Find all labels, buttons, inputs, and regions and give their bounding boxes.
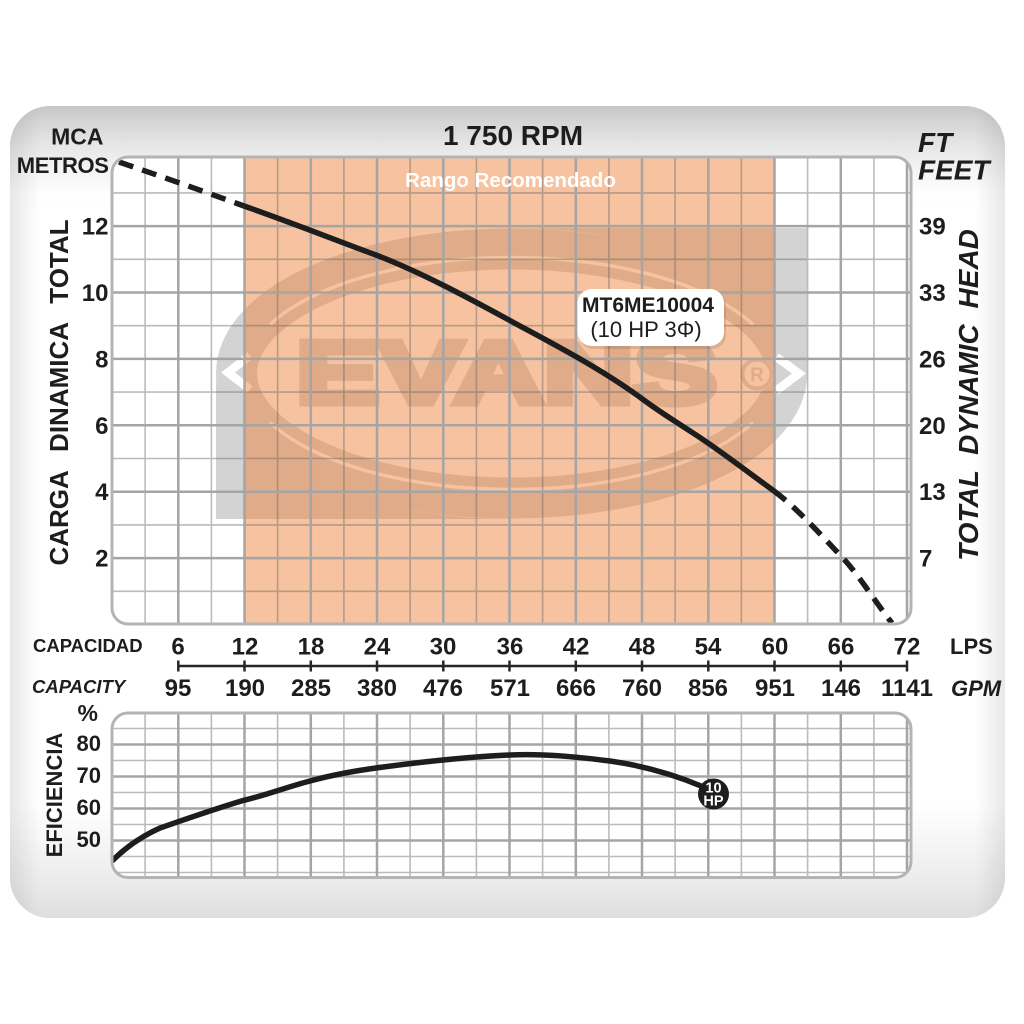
svg-text:285: 285 — [291, 675, 331, 702]
svg-text:Rango Recomendado: Rango Recomendado — [405, 169, 616, 192]
svg-text:HP: HP — [703, 794, 723, 810]
svg-text:EVANS: EVANS — [296, 323, 717, 422]
svg-text:66: 66 — [828, 634, 855, 661]
svg-text:FT: FT — [918, 127, 955, 158]
svg-text:571: 571 — [490, 675, 530, 702]
svg-text:6: 6 — [171, 634, 184, 661]
svg-text:CAPACIDAD: CAPACIDAD — [33, 635, 143, 656]
svg-text:190: 190 — [225, 675, 265, 702]
svg-text:MCA: MCA — [51, 124, 103, 150]
svg-text:70: 70 — [77, 763, 101, 788]
svg-text:380: 380 — [357, 675, 397, 702]
svg-text:CAPACITY: CAPACITY — [32, 676, 127, 697]
svg-text:6: 6 — [95, 413, 108, 440]
svg-text:8: 8 — [95, 346, 108, 373]
svg-text:10: 10 — [705, 781, 721, 797]
svg-text:95: 95 — [165, 675, 192, 702]
svg-text:666: 666 — [556, 675, 596, 702]
svg-text:42: 42 — [563, 634, 590, 661]
svg-text:48: 48 — [629, 634, 656, 661]
svg-text:856: 856 — [688, 675, 728, 702]
svg-text:760: 760 — [622, 675, 662, 702]
svg-text:39: 39 — [919, 214, 946, 241]
svg-text:18: 18 — [298, 634, 325, 661]
svg-text:60: 60 — [762, 634, 789, 661]
svg-text:METROS: METROS — [17, 153, 109, 178]
svg-text:TOTAL DYNAMIC HEAD: TOTAL DYNAMIC HEAD — [953, 229, 984, 561]
svg-text:24: 24 — [364, 634, 391, 661]
svg-text:26: 26 — [919, 346, 946, 373]
svg-text:10: 10 — [82, 280, 109, 307]
svg-text:60: 60 — [77, 795, 101, 820]
svg-text:30: 30 — [430, 634, 457, 661]
svg-text:54: 54 — [695, 634, 722, 661]
svg-text:(10 HP 3Φ): (10 HP 3Φ) — [590, 317, 701, 342]
svg-text:146: 146 — [821, 675, 861, 702]
svg-text:12: 12 — [232, 634, 259, 661]
svg-text:72: 72 — [894, 634, 921, 661]
svg-text:476: 476 — [423, 675, 463, 702]
svg-text:1 750 RPM: 1 750 RPM — [443, 120, 583, 151]
svg-text:%: % — [78, 700, 98, 726]
svg-text:CARGA DINAMICA TOTAL: CARGA DINAMICA TOTAL — [44, 219, 74, 565]
svg-text:33: 33 — [919, 280, 946, 307]
svg-text:LPS: LPS — [950, 634, 993, 659]
svg-text:36: 36 — [497, 634, 524, 661]
svg-text:13: 13 — [919, 479, 946, 506]
svg-text:4: 4 — [95, 479, 109, 506]
svg-text:951: 951 — [755, 675, 795, 702]
svg-text:12: 12 — [82, 214, 109, 241]
svg-text:80: 80 — [77, 731, 101, 756]
svg-text:FEET: FEET — [918, 155, 992, 186]
svg-text:2: 2 — [95, 546, 108, 573]
svg-text:7: 7 — [919, 546, 932, 573]
svg-text:MT6ME10004: MT6ME10004 — [582, 294, 714, 317]
svg-text:20: 20 — [919, 413, 946, 440]
svg-text:R: R — [750, 365, 764, 386]
svg-text:1141: 1141 — [881, 675, 933, 702]
svg-text:EFICIENCIA: EFICIENCIA — [42, 733, 67, 858]
svg-text:50: 50 — [77, 827, 101, 852]
svg-text:GPM: GPM — [951, 676, 1002, 701]
